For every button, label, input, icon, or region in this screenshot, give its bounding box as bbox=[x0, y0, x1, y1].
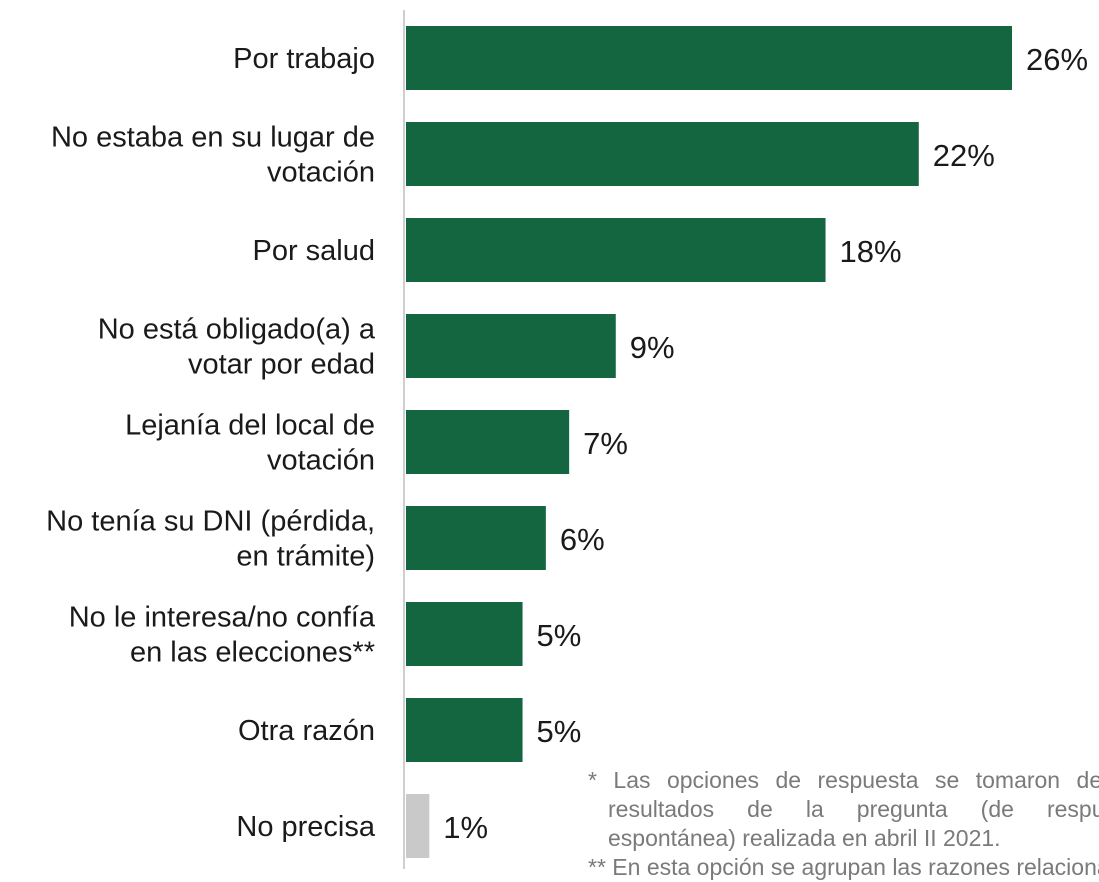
bar-8 bbox=[406, 794, 430, 858]
category-label-8-line-0: No precisa bbox=[236, 811, 375, 843]
bar-1 bbox=[406, 122, 919, 186]
value-label-2: 18% bbox=[840, 234, 902, 269]
category-label-4-line-1: votación bbox=[267, 445, 375, 477]
category-label-3-line-0: No está obligado(a) a bbox=[98, 314, 376, 346]
category-label-1: No estaba en su lugar de votación bbox=[51, 122, 375, 189]
bar-6 bbox=[406, 602, 523, 666]
bar-5 bbox=[406, 506, 546, 570]
value-label-3: 9% bbox=[630, 330, 675, 365]
bar-3 bbox=[406, 314, 616, 378]
value-label-8: 1% bbox=[443, 810, 488, 845]
category-label-6: No le interesa/no confía en las eleccione… bbox=[69, 602, 376, 669]
value-label-7: 5% bbox=[537, 714, 582, 749]
bar-4 bbox=[406, 410, 570, 474]
category-label-2: Por salud bbox=[252, 235, 375, 267]
category-label-1-line-1: votación bbox=[267, 157, 375, 189]
category-label-8: No precisa bbox=[236, 811, 375, 843]
category-label-7: Otra razón bbox=[238, 715, 375, 747]
category-label-4: Lejanía del local de votación bbox=[125, 410, 375, 477]
category-label-0-line-0: Por trabajo bbox=[233, 43, 375, 75]
bar-0 bbox=[406, 26, 1012, 90]
value-label-5: 6% bbox=[560, 522, 605, 557]
value-label-0: 26% bbox=[1026, 42, 1088, 77]
footnote-1: * Las opciones de respuesta se tomaron d… bbox=[588, 767, 1099, 851]
bars-group bbox=[406, 26, 1012, 858]
value-label-1: 22% bbox=[933, 138, 995, 173]
category-label-5-line-0: No tenía su DNI (pérdida, bbox=[46, 506, 375, 538]
bar-7 bbox=[406, 698, 523, 762]
value-label-4: 7% bbox=[583, 426, 628, 461]
category-label-4-line-0: Lejanía del local de bbox=[125, 410, 375, 442]
bar-2 bbox=[406, 218, 826, 282]
category-label-6-line-0: No le interesa/no confía bbox=[69, 602, 376, 634]
footnote-2: ** En esta opción se agrupan las razones… bbox=[588, 854, 1099, 880]
value-label-6: 5% bbox=[537, 618, 582, 653]
category-label-3-line-1: votar por edad bbox=[188, 349, 375, 381]
category-label-6-line-1: en las elecciones** bbox=[130, 637, 375, 669]
footnote: * Las opciones de respuesta se tomaron d… bbox=[588, 766, 1099, 882]
category-label-0: Por trabajo bbox=[233, 43, 375, 75]
category-label-7-line-0: Otra razón bbox=[238, 715, 375, 747]
category-label-3: No está obligado(a) a votar por edad bbox=[98, 314, 376, 381]
category-label-1-line-0: No estaba en su lugar de bbox=[51, 122, 375, 154]
category-label-5: No tenía su DNI (pérdida, en trámite) bbox=[46, 506, 375, 573]
value-labels-group: 26% 22% 18% 9% 7% 6% 5% 5% 1% bbox=[443, 42, 1088, 845]
category-label-5-line-1: en trámite) bbox=[236, 541, 375, 573]
category-label-2-line-0: Por salud bbox=[252, 235, 375, 267]
